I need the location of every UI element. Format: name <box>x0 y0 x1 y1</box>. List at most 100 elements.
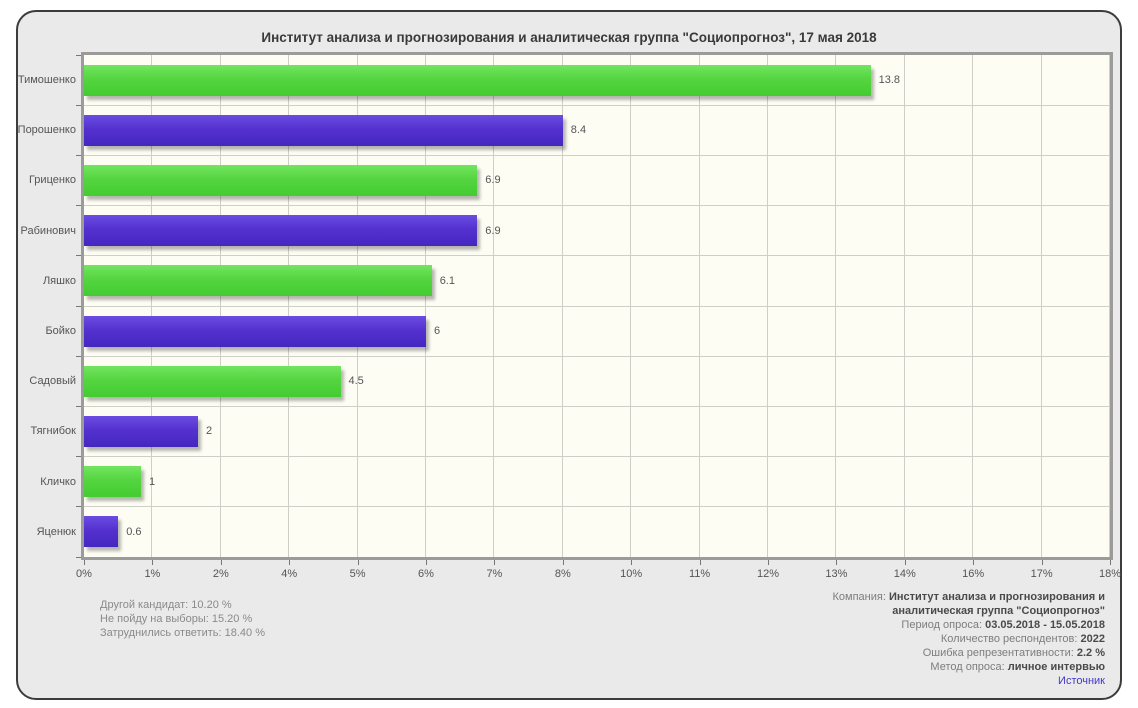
chart-title: Институт анализа и прогнозирования и ана… <box>261 30 877 45</box>
bar-Порошенко <box>84 114 563 146</box>
x-axis-label: 16% <box>962 568 985 580</box>
meta-label: Период опроса: <box>901 619 986 631</box>
bar-value-label: 4.5 <box>348 375 364 388</box>
y-axis-label-Тягнибок: Тягнибок <box>30 425 76 438</box>
x-axis-label: 8% <box>554 568 571 580</box>
x-axis-label: 6% <box>418 568 434 580</box>
x-axis-tick <box>426 560 427 565</box>
x-axis-label: 12% <box>756 568 780 580</box>
x-axis-label: 10% <box>620 568 643 580</box>
bar-Гриценко <box>84 164 478 196</box>
x-axis-tick <box>631 560 633 565</box>
y-gridline <box>84 104 1110 106</box>
meta-value: 03.05.2018 - 15.05.2018 <box>985 619 1105 631</box>
x-axis-tick <box>1041 560 1043 565</box>
bar-Ляшко <box>84 265 432 297</box>
x-axis-tick <box>84 560 85 565</box>
y-axis-tick <box>76 556 81 558</box>
bar-value-label: 6.1 <box>439 274 455 287</box>
meta-line: Количество респондентов: 2022 <box>765 632 1105 646</box>
x-axis-tick <box>904 560 906 565</box>
x-axis-tick <box>220 560 222 565</box>
y-axis-label-Тимошенко: Тимошенко <box>17 74 76 87</box>
y-gridline <box>84 506 1110 508</box>
x-axis-label: 7% <box>486 568 503 580</box>
y-axis-tick <box>76 506 81 508</box>
x-axis-label: 4% <box>281 568 298 580</box>
y-axis-label-Гриценко: Гриценко <box>28 174 76 187</box>
y-gridline <box>84 154 1110 156</box>
y-gridline <box>84 255 1110 257</box>
y-axis-tick <box>76 305 81 307</box>
bar-value-label: 6.9 <box>485 174 501 187</box>
y-axis-label-Кличко: Кличко <box>40 475 76 488</box>
y-axis-label-Яценюк: Яценюк <box>36 525 76 538</box>
y-axis-label-Бойко: Бойко <box>45 325 76 338</box>
x-axis-tick <box>357 560 359 565</box>
footnote-line: Затруднились ответить: 18.40 % <box>100 627 265 639</box>
meta-value: 2022 <box>1080 633 1105 645</box>
y-axis-tick <box>76 456 81 458</box>
y-axis-tick <box>76 405 81 407</box>
meta-value: 2.2 % <box>1076 647 1105 659</box>
x-axis-tick <box>562 560 564 565</box>
meta-label: Метод опроса: <box>930 661 1008 673</box>
bar-Яценюк <box>84 516 119 548</box>
bar-Тимошенко <box>84 64 871 96</box>
x-axis-tick <box>973 560 975 565</box>
y-gridline <box>84 405 1110 407</box>
x-axis-label: 0% <box>76 568 92 580</box>
meta-value: Институт анализа и прогнозирования и ана… <box>888 591 1105 617</box>
bar-Кличко <box>84 466 141 498</box>
y-gridline <box>84 456 1110 458</box>
bar-Садовый <box>84 365 341 397</box>
bar-value-label: 0.6 <box>126 525 142 538</box>
x-axis-label: 13% <box>825 568 848 580</box>
meta-line: Период опроса: 03.05.2018 - 15.05.2018 <box>765 618 1105 632</box>
plot-area: 13.8 8.4 6.9 6.9 6.1 6 4.5 2 1 0.6 <box>81 52 1113 560</box>
meta-value: личное интервью <box>1007 661 1105 673</box>
bar-Бойко <box>84 315 426 347</box>
bar-value-label: 6.9 <box>485 224 501 237</box>
y-axis-label-Порошенко: Порошенко <box>17 124 76 137</box>
meta-line: Ошибка репрезентативности: 2.2 % <box>765 646 1105 660</box>
y-axis-tick <box>76 154 81 156</box>
y-axis-tick <box>76 54 81 56</box>
y-axis-label-Ляшко: Ляшко <box>42 274 76 287</box>
x-axis-label: 17% <box>1030 568 1053 580</box>
bar-value-label: 1 <box>149 475 156 488</box>
meta-label: Ошибка репрезентативности: <box>922 647 1077 659</box>
footnote-line: Не пойду на выборы: 15.20 % <box>100 613 253 625</box>
x-axis-label: 2% <box>212 568 229 580</box>
y-axis-tick <box>76 205 81 207</box>
y-axis-label-Рабинович: Рабинович <box>20 224 76 237</box>
y-axis-tick <box>76 355 81 357</box>
bar-value-label: 2 <box>206 425 213 438</box>
x-axis-tick <box>494 560 496 565</box>
bar-value-label: 8.4 <box>570 124 587 137</box>
source-link[interactable]: Источник <box>1058 675 1105 687</box>
bar-value-label: 6 <box>434 325 441 338</box>
x-axis-label: 11% <box>688 568 711 580</box>
meta-line: Компания: Институт анализа и прогнозиров… <box>765 590 1106 618</box>
meta-label: Компания: <box>832 591 889 603</box>
x-axis-label: 1% <box>144 568 161 580</box>
x-axis-tick <box>289 560 291 565</box>
y-axis-tick <box>76 104 81 106</box>
x-axis-tick <box>152 560 154 565</box>
meta-line: Метод опроса: личное интервью <box>765 660 1105 674</box>
x-axis-label: 5% <box>349 568 366 580</box>
y-gridline <box>84 205 1110 207</box>
footnote-line: Другой кандидат: 10.20 % <box>100 599 232 611</box>
chart-panel: Институт анализа и прогнозирования и ана… <box>16 10 1122 700</box>
y-axis-tick <box>76 255 81 257</box>
y-gridline <box>84 355 1110 357</box>
bar-Рабинович <box>84 215 478 247</box>
survey-meta-block: Компания: Институт анализа и прогнозиров… <box>765 590 1106 688</box>
x-axis-tick <box>699 560 701 565</box>
x-axis-tick <box>836 560 838 565</box>
x-axis-label: 14% <box>893 568 916 580</box>
meta-label: Количество респондентов: <box>940 633 1081 645</box>
y-axis-label-Садовый: Садовый <box>29 375 76 388</box>
bar-value-label: 13.8 <box>878 74 901 87</box>
